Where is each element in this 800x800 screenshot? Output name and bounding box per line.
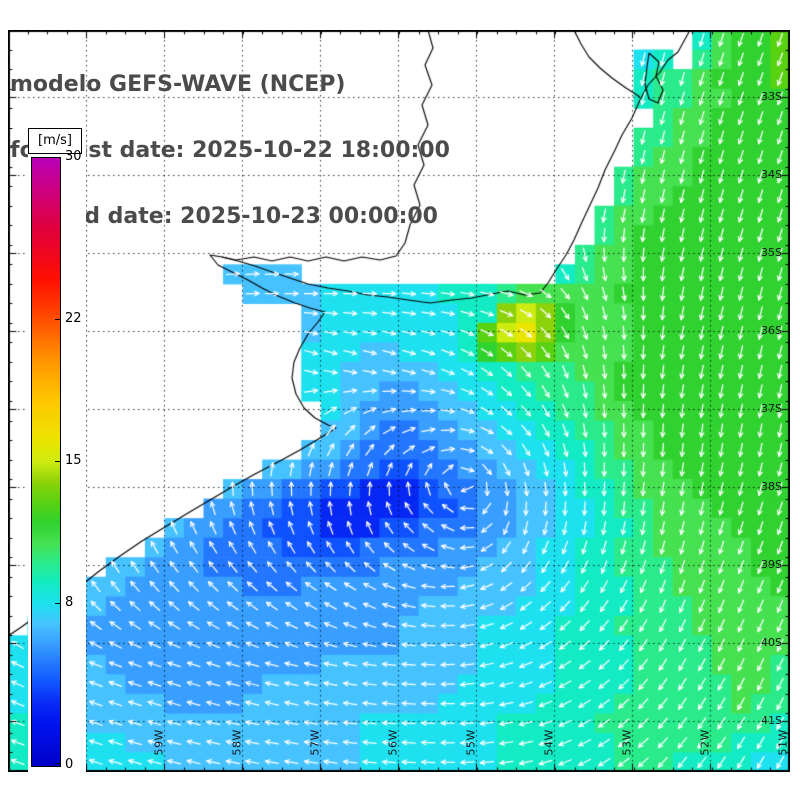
- legend-unit-label: [m/s]: [28, 128, 82, 154]
- lat-label: 34S: [761, 168, 782, 181]
- legend-tick-label: 0: [65, 757, 74, 772]
- model-title: modelo GEFS-WAVE (NCEP): [10, 72, 346, 97]
- lat-label: 40S: [761, 636, 782, 649]
- lon-label: 55W: [464, 729, 478, 756]
- lat-label: 41S: [761, 714, 782, 727]
- lon-label: 57W: [308, 729, 322, 756]
- legend-colorbar: [31, 157, 61, 767]
- lon-label: 56W: [386, 729, 400, 756]
- lon-label: 51W: [776, 729, 790, 756]
- legend-tick-label: 8: [65, 594, 74, 610]
- lat-label: 37S: [761, 402, 782, 415]
- legend-tick-label: 15: [65, 453, 82, 468]
- lat-label: 33S: [761, 90, 782, 103]
- legend-tick-mark: [55, 602, 61, 604]
- lon-label: 52W: [698, 729, 712, 756]
- lat-label: 38S: [761, 480, 782, 493]
- legend-tick-mark: [55, 461, 61, 462]
- legend-tick-label: 30: [65, 149, 82, 164]
- legend-tick-mark: [55, 319, 61, 321]
- lon-label: 53W: [620, 729, 634, 756]
- color-scale-legend: [m/s] 30 22 15 8 0: [28, 128, 86, 772]
- lon-label: 59W: [152, 729, 166, 756]
- lon-label: 58W: [230, 729, 244, 756]
- legend-tick-label: 22: [65, 311, 82, 327]
- map-area: [8, 30, 790, 772]
- lat-label: 35S: [761, 246, 782, 259]
- lat-label: 36S: [761, 324, 782, 337]
- map-canvas: [8, 30, 790, 772]
- legend-tick-mark: [55, 763, 61, 764]
- legend-tick-mark: [55, 157, 61, 158]
- lat-label: 39S: [761, 558, 782, 571]
- lon-label: 54W: [542, 729, 556, 756]
